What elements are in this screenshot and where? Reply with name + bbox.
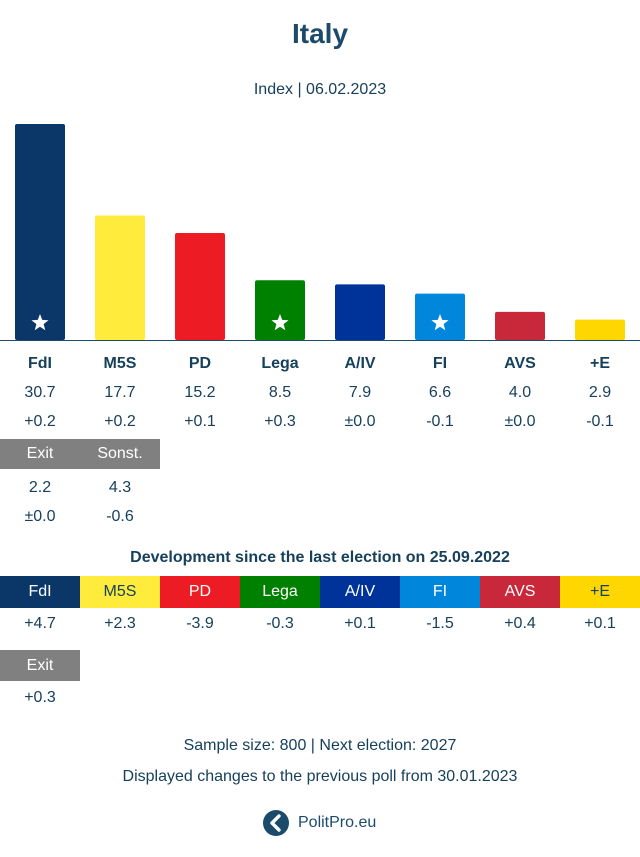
party-label: PD bbox=[188, 355, 212, 372]
development-change: -1.5 bbox=[426, 615, 454, 632]
bar-e bbox=[575, 319, 625, 340]
other-change: -0.6 bbox=[106, 508, 134, 525]
other-values-row: 2.2 4.3 bbox=[0, 473, 640, 503]
brand[interactable]: PolitPro.eu bbox=[262, 808, 376, 838]
party-labels-row: FdI M5S PD Lega A/IV FI AVS +E bbox=[0, 349, 640, 379]
development-change: +2.3 bbox=[104, 615, 136, 632]
development-change: +0.1 bbox=[344, 615, 376, 632]
party-label: A/IV bbox=[344, 355, 376, 372]
other-value: 4.3 bbox=[108, 479, 132, 496]
development-party-label: M5S bbox=[80, 576, 160, 608]
development-party-label: +E bbox=[560, 576, 640, 608]
party-value: 7.9 bbox=[348, 384, 372, 401]
party-value: 15.2 bbox=[184, 384, 216, 401]
development-party-label: Lega bbox=[240, 576, 320, 608]
party-label: M5S bbox=[103, 355, 137, 372]
party-values-row: 30.7 17.7 15.2 8.5 7.9 6.6 4.0 2.9 bbox=[0, 378, 640, 408]
development-labels-row: FdI M5S PD Lega A/IV FI AVS +E bbox=[0, 576, 640, 608]
development-extra-label-row: Exit bbox=[0, 650, 640, 681]
other-change: ±0.0 bbox=[24, 508, 56, 525]
party-value: 30.7 bbox=[24, 384, 56, 401]
party-value: 4.0 bbox=[508, 384, 532, 401]
party-change: +0.2 bbox=[104, 413, 136, 430]
party-label: AVS bbox=[504, 355, 536, 372]
party-change: ±0.0 bbox=[344, 413, 376, 430]
development-change: -0.3 bbox=[266, 615, 294, 632]
bar-aiv bbox=[335, 284, 385, 340]
party-value: 2.9 bbox=[588, 384, 612, 401]
page-title: Italy bbox=[291, 18, 349, 49]
party-change: ±0.0 bbox=[504, 413, 536, 430]
party-value: 6.6 bbox=[428, 384, 452, 401]
bar-lega bbox=[255, 280, 305, 340]
party-label: FdI bbox=[28, 355, 52, 372]
bar-fdi bbox=[15, 124, 65, 340]
development-party-label: PD bbox=[160, 576, 240, 608]
other-label: Sonst. bbox=[80, 439, 160, 469]
bar-chart bbox=[0, 124, 640, 341]
development-changes-row: +4.7 +2.3 -3.9 -0.3 +0.1 -1.5 +0.4 +0.1 bbox=[0, 609, 640, 639]
party-change: +0.3 bbox=[264, 413, 296, 430]
development-extra-label: Exit bbox=[0, 650, 80, 681]
party-changes-row: +0.2 +0.2 +0.1 +0.3 ±0.0 -0.1 ±0.0 -0.1 bbox=[0, 407, 640, 437]
changes-note-text: Displayed changes to the previous poll f… bbox=[122, 768, 518, 785]
party-value: 17.7 bbox=[104, 384, 136, 401]
bar-avs bbox=[495, 311, 545, 340]
party-change: -0.1 bbox=[426, 413, 454, 430]
politpro-logo-icon bbox=[263, 810, 289, 836]
bar-m5s bbox=[95, 215, 145, 340]
party-label: Lega bbox=[261, 355, 299, 372]
party-change: +0.1 bbox=[184, 413, 216, 430]
development-change: -3.9 bbox=[186, 615, 214, 632]
development-extra-change: +0.3 bbox=[24, 689, 56, 706]
other-value: 2.2 bbox=[28, 479, 52, 496]
development-change: +0.4 bbox=[504, 615, 536, 632]
sample-size-text: Sample size: 800 | Next election: 2027 bbox=[183, 737, 457, 754]
development-party-label: FdI bbox=[0, 576, 80, 608]
party-value: 8.5 bbox=[268, 384, 292, 401]
chart-subtitle: Index | 06.02.2023 bbox=[253, 81, 387, 98]
star-icon bbox=[31, 314, 49, 331]
development-title: Development since the last election on 2… bbox=[130, 549, 510, 566]
party-change: -0.1 bbox=[586, 413, 614, 430]
other-label: Exit bbox=[0, 439, 80, 469]
development-party-label: AVS bbox=[480, 576, 560, 608]
party-label: +E bbox=[589, 355, 610, 372]
party-label: FI bbox=[432, 355, 448, 372]
other-changes-row: ±0.0 -0.6 bbox=[0, 502, 640, 532]
party-change: +0.2 bbox=[24, 413, 56, 430]
development-party-label: FI bbox=[400, 576, 480, 608]
development-extra-change-row: +0.3 bbox=[0, 683, 640, 713]
star-icon bbox=[431, 314, 449, 331]
development-party-label: A/IV bbox=[320, 576, 400, 608]
bar-pd bbox=[175, 233, 225, 340]
other-labels-row: Exit Sonst. bbox=[0, 439, 640, 469]
brand-name: PolitPro.eu bbox=[298, 814, 377, 831]
star-icon bbox=[271, 314, 289, 331]
development-change: +4.7 bbox=[24, 615, 56, 632]
development-change: +0.1 bbox=[584, 615, 616, 632]
